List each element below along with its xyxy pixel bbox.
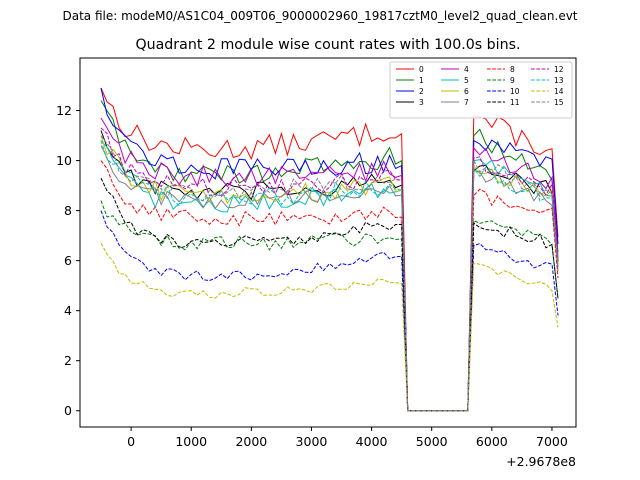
legend-label-6: 6 [464, 87, 469, 96]
series-line-13 [100, 140, 559, 412]
x-tick-label: 2000 [235, 434, 267, 449]
series-line-4 [100, 117, 559, 412]
x-tick-label: 0 [127, 434, 135, 449]
x-axis: 0 1000 2000 3000 4000 5000 6000 7000 [127, 427, 568, 449]
y-tick-label: 2 [64, 353, 72, 368]
y-tick-label: 12 [56, 103, 72, 118]
legend-label-13: 13 [554, 76, 564, 85]
legend-label-4: 4 [464, 65, 469, 74]
legend-label-7: 7 [464, 98, 469, 107]
figure-suptitle: Data file: modeM0/AS1C04_009T06_90000029… [62, 9, 577, 23]
series-line-11 [100, 177, 559, 412]
y-tick-label: 10 [56, 153, 72, 168]
series-line-9 [100, 200, 559, 412]
y-tick-label: 6 [64, 253, 72, 268]
x-tick-label: 7000 [536, 434, 568, 449]
series-line-2 [100, 87, 559, 412]
legend-label-3: 3 [419, 98, 424, 107]
y-axis: 0 2 4 6 8 10 12 [56, 103, 80, 418]
axes-frame [79, 57, 577, 428]
series-layer [100, 87, 559, 412]
x-tick-label: 4000 [356, 434, 388, 449]
series-line-10 [100, 210, 559, 412]
legend-label-11: 11 [510, 98, 520, 107]
series-line-15 [100, 135, 559, 412]
series-line-3 [100, 130, 559, 412]
x-tick-label: 6000 [476, 434, 508, 449]
legend-label-14: 14 [554, 87, 564, 96]
x-offset-text: +2.9678e8 [506, 454, 576, 469]
series-line-12 [100, 127, 559, 412]
legend-label-5: 5 [464, 76, 469, 85]
series-line-14 [100, 242, 559, 412]
legend-label-0: 0 [419, 65, 424, 74]
y-tick-label: 8 [64, 203, 72, 218]
legend-label-12: 12 [554, 65, 564, 74]
x-tick-label: 1000 [175, 434, 207, 449]
legend-label-8: 8 [510, 65, 515, 74]
x-tick-label: 5000 [416, 434, 448, 449]
x-tick-label: 3000 [296, 434, 328, 449]
y-tick-label: 0 [64, 403, 72, 418]
y-tick-label: 4 [64, 303, 72, 318]
plot-area [79, 57, 577, 428]
legend-label-9: 9 [510, 76, 515, 85]
legend-label-15: 15 [554, 98, 564, 107]
legend-label-2: 2 [419, 87, 424, 96]
legend-box [389, 61, 573, 119]
chart-title: Quadrant 2 module wise count rates with … [135, 37, 520, 53]
legend-label-1: 1 [419, 76, 424, 85]
series-line-8 [100, 160, 559, 412]
legend-label-10: 10 [510, 87, 520, 96]
